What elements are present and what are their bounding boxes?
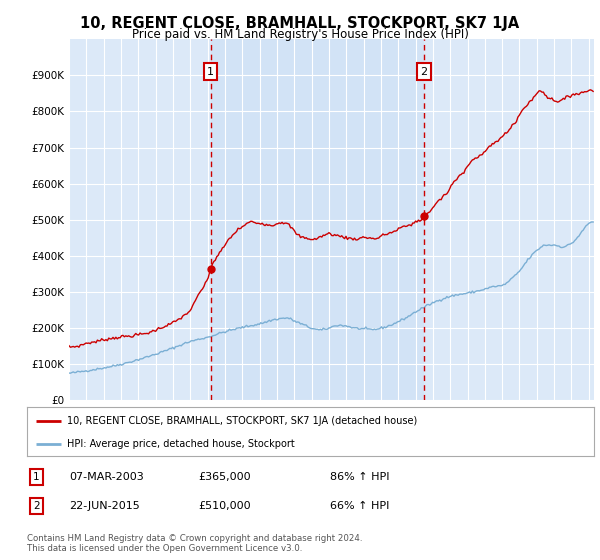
Text: 66% ↑ HPI: 66% ↑ HPI xyxy=(330,501,389,511)
Text: £510,000: £510,000 xyxy=(198,501,251,511)
Text: Contains HM Land Registry data © Crown copyright and database right 2024.
This d: Contains HM Land Registry data © Crown c… xyxy=(27,534,362,553)
Text: £365,000: £365,000 xyxy=(198,472,251,482)
Text: Price paid vs. HM Land Registry's House Price Index (HPI): Price paid vs. HM Land Registry's House … xyxy=(131,28,469,41)
Text: 2: 2 xyxy=(420,67,427,77)
Text: 2: 2 xyxy=(33,501,40,511)
Bar xyxy=(211,39,424,400)
Text: 10, REGENT CLOSE, BRAMHALL, STOCKPORT, SK7 1JA (detached house): 10, REGENT CLOSE, BRAMHALL, STOCKPORT, S… xyxy=(67,416,417,426)
Text: HPI: Average price, detached house, Stockport: HPI: Average price, detached house, Stoc… xyxy=(67,439,295,449)
Text: 10, REGENT CLOSE, BRAMHALL, STOCKPORT, SK7 1JA: 10, REGENT CLOSE, BRAMHALL, STOCKPORT, S… xyxy=(80,16,520,31)
Text: 22-JUN-2015: 22-JUN-2015 xyxy=(69,501,140,511)
Text: 1: 1 xyxy=(33,472,40,482)
Text: 1: 1 xyxy=(207,67,214,77)
Text: 07-MAR-2003: 07-MAR-2003 xyxy=(69,472,144,482)
Text: 86% ↑ HPI: 86% ↑ HPI xyxy=(330,472,389,482)
